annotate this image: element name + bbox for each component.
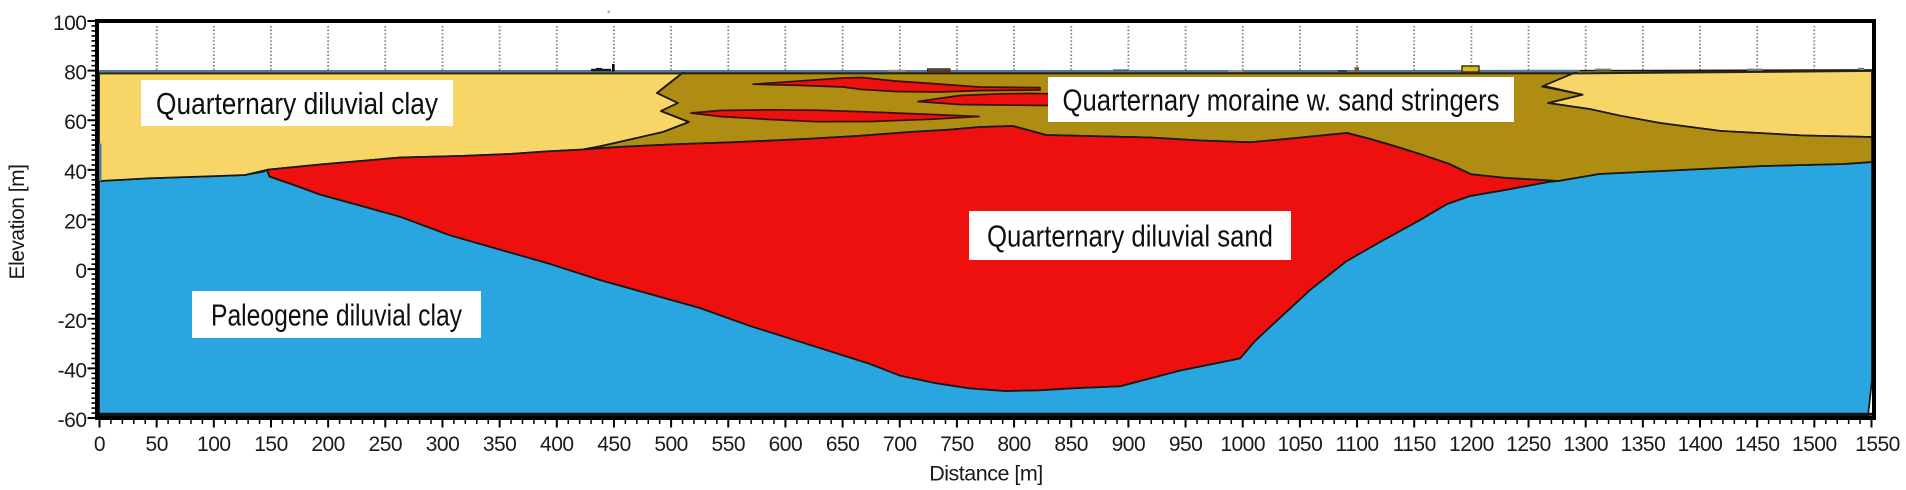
svg-text:1050: 1050 xyxy=(1278,433,1323,456)
svg-text:Paleogene diluvial clay: Paleogene diluvial clay xyxy=(211,298,462,333)
svg-text:Quarternary diluvial clay: Quarternary diluvial clay xyxy=(156,86,438,121)
svg-text:Quarternary moraine w. sand st: Quarternary moraine w. sand stringers xyxy=(1063,83,1500,118)
svg-text:80: 80 xyxy=(64,62,86,85)
svg-text:1000: 1000 xyxy=(1220,433,1265,456)
svg-text:800: 800 xyxy=(997,433,1031,456)
svg-text:300: 300 xyxy=(426,433,460,456)
svg-text:650: 650 xyxy=(826,433,860,456)
svg-text:950: 950 xyxy=(1169,433,1203,456)
svg-text:150: 150 xyxy=(254,433,288,456)
svg-text:-60: -60 xyxy=(58,409,87,432)
svg-text:1350: 1350 xyxy=(1621,433,1666,456)
svg-text:750: 750 xyxy=(940,433,974,456)
svg-text:900: 900 xyxy=(1112,433,1146,456)
svg-text:700: 700 xyxy=(883,433,917,456)
svg-text:Quarternary diluvial sand: Quarternary diluvial sand xyxy=(987,219,1273,254)
svg-text:40: 40 xyxy=(64,161,86,184)
svg-text:100: 100 xyxy=(53,12,87,35)
svg-text:60: 60 xyxy=(64,111,86,134)
svg-text:20: 20 xyxy=(64,211,86,234)
svg-text:350: 350 xyxy=(483,433,517,456)
svg-text:-20: -20 xyxy=(58,310,87,333)
svg-text:1150: 1150 xyxy=(1393,433,1436,456)
svg-text:1400: 1400 xyxy=(1678,433,1723,456)
svg-text:1300: 1300 xyxy=(1563,433,1608,456)
svg-text:50: 50 xyxy=(146,433,168,456)
svg-text:250: 250 xyxy=(369,433,403,456)
svg-text:1100: 1100 xyxy=(1335,433,1378,456)
svg-text:600: 600 xyxy=(769,433,803,456)
svg-text:100: 100 xyxy=(197,433,231,456)
svg-text:0: 0 xyxy=(75,260,86,283)
svg-text:500: 500 xyxy=(654,433,688,456)
svg-text:1500: 1500 xyxy=(1792,433,1837,456)
svg-text:0: 0 xyxy=(94,433,105,456)
svg-text:200: 200 xyxy=(311,433,345,456)
svg-text:400: 400 xyxy=(540,433,574,456)
svg-text:1550: 1550 xyxy=(1855,433,1900,456)
svg-text:Distance [m]: Distance [m] xyxy=(929,462,1042,486)
svg-text:Elevation [m]: Elevation [m] xyxy=(6,165,29,280)
svg-text:850: 850 xyxy=(1054,433,1088,456)
svg-text:-40: -40 xyxy=(58,359,87,382)
svg-text:450: 450 xyxy=(597,433,631,456)
svg-text:1250: 1250 xyxy=(1506,433,1551,456)
svg-text:1450: 1450 xyxy=(1735,433,1780,456)
svg-text:1200: 1200 xyxy=(1449,433,1494,456)
svg-text:550: 550 xyxy=(712,433,746,456)
